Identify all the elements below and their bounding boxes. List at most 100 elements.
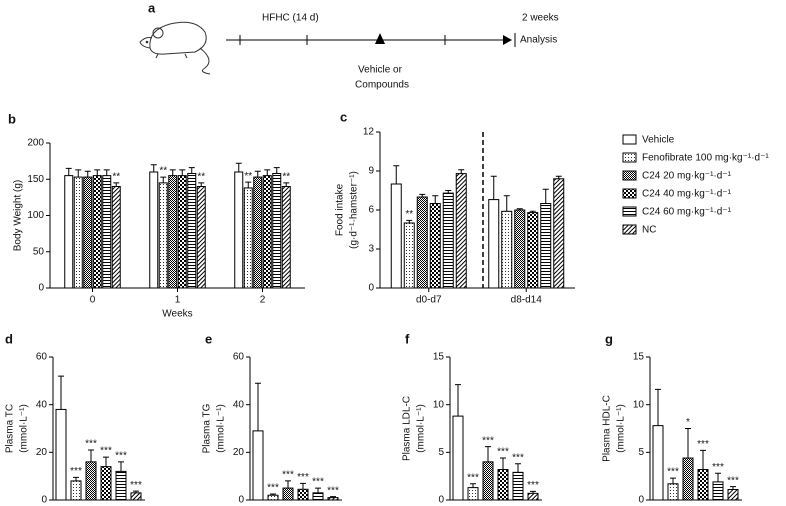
error-bar (65, 167, 72, 176)
bar (64, 175, 74, 289)
treatment-label: Compounds (355, 80, 409, 91)
bar (527, 212, 539, 289)
error-bar (283, 182, 290, 187)
bar (55, 408, 67, 501)
y-tick-label: 0 (368, 283, 374, 294)
bar (102, 175, 112, 289)
bar (149, 171, 159, 289)
significance-label: ** (197, 172, 205, 183)
legend-swatch (622, 134, 637, 145)
error-bar (94, 169, 101, 176)
error-bar (715, 472, 721, 482)
legend-swatch (622, 188, 637, 199)
error-bar (169, 169, 176, 176)
error-bar (503, 195, 510, 212)
error-bar (188, 167, 195, 174)
bar (70, 480, 82, 501)
x-tick-label: 2 (260, 295, 266, 306)
bar (452, 415, 464, 501)
y-tick-label: 150 (27, 174, 44, 185)
error-bar (490, 175, 497, 200)
bar (482, 461, 494, 501)
bar (429, 203, 441, 289)
error-bar (118, 461, 124, 472)
bar (252, 430, 264, 501)
significance-label: *** (267, 483, 279, 494)
timeline-label: HFHC (14 d) (262, 13, 319, 24)
bar (282, 487, 294, 501)
y-tick-label: 200 (27, 138, 44, 149)
bar (540, 203, 552, 289)
timeline-label: Analysis (520, 35, 557, 46)
bar (467, 487, 479, 501)
y-tick-label: 0 (438, 495, 444, 506)
y-axis-label: Plasma LDL-C (402, 396, 413, 461)
bar (442, 192, 454, 289)
error-bar (235, 162, 242, 172)
bar (390, 183, 402, 289)
y-tick-label: 15 (433, 352, 445, 363)
legend-swatch (622, 224, 637, 235)
y-tick-label: 9 (368, 166, 374, 177)
treatment-label: Vehicle or (358, 65, 403, 76)
legend-label: C24 40 mg·kg⁻¹·d⁻¹ (642, 189, 732, 200)
significance-label: *** (527, 480, 539, 491)
error-bar (84, 170, 91, 178)
error-bar (670, 477, 676, 484)
bar (111, 186, 121, 289)
x-tick-label: 0 (90, 295, 96, 306)
bar (553, 178, 565, 289)
error-bar (273, 167, 280, 174)
error-bar (542, 188, 549, 204)
y-axis-label: (mmol·L⁻¹) (416, 404, 427, 453)
error-bar (150, 164, 157, 172)
bar (514, 209, 526, 289)
error-bar (255, 382, 261, 431)
significance-label: ** (244, 171, 252, 182)
bar (158, 182, 168, 289)
error-bar (58, 375, 64, 410)
error-bar (685, 428, 691, 459)
x-tick-label: d0-d7 (416, 295, 442, 306)
significance-label: *** (297, 472, 309, 483)
significance-label: *** (100, 446, 112, 457)
legend-label: Vehicle (642, 135, 675, 146)
y-tick-label: 50 (33, 246, 45, 257)
significance-label: ** (282, 172, 290, 183)
y-axis-label: Plasma TG (202, 403, 213, 453)
bar (682, 457, 694, 501)
timeline-label: 2 weeks (522, 13, 559, 24)
x-axis-label: Weeks (162, 309, 192, 320)
bar (115, 470, 127, 501)
bar (253, 176, 263, 289)
y-tick-label: 40 (233, 399, 245, 410)
bar (272, 172, 282, 289)
significance-label: *** (667, 467, 679, 478)
legend-label: C24 60 mg·kg⁻¹·d⁻¹ (642, 207, 732, 218)
y-tick-label: 0 (38, 283, 44, 294)
y-axis-label: (mmol·L⁻¹) (616, 404, 627, 453)
bar (92, 175, 102, 289)
y-tick-label: 40 (36, 399, 48, 410)
bar (267, 494, 279, 501)
significance-label: * (686, 417, 690, 428)
y-tick-label: 5 (638, 447, 644, 458)
significance-label: *** (130, 480, 142, 491)
error-bar (500, 457, 506, 470)
legend-label: Fenofibrate 100 mg·kg⁻¹·d⁻¹ (642, 153, 769, 164)
bar (234, 171, 244, 289)
bar (85, 461, 97, 501)
bar (488, 199, 500, 289)
significance-label: *** (712, 462, 724, 473)
y-axis-label: (g·d⁻¹·hamster⁻¹) (349, 171, 360, 249)
bar (100, 466, 112, 501)
bar (403, 222, 415, 289)
bar (327, 497, 339, 501)
y-tick-label: 5 (438, 447, 444, 458)
bar (697, 468, 709, 501)
significance-label: *** (70, 466, 82, 477)
error-bar (179, 169, 186, 176)
panel-label: c (340, 109, 347, 124)
significance-label: ** (112, 172, 120, 183)
panel-label: d (5, 331, 13, 346)
